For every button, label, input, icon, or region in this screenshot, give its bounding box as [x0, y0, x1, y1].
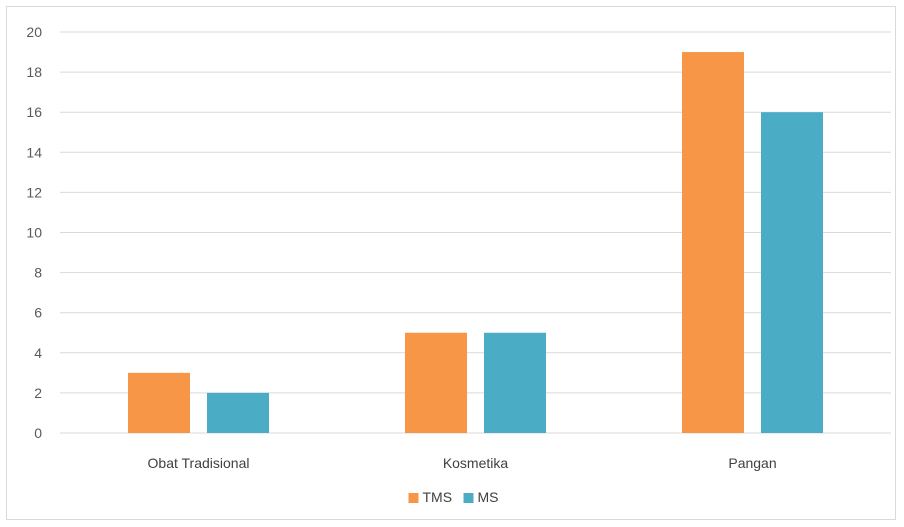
y-tick-label: 6	[34, 305, 42, 321]
bar-tms-pangan	[682, 52, 744, 434]
bar-ms-kosmetika	[484, 332, 546, 433]
bar-tms-kosmetika	[405, 332, 467, 433]
y-tick-label: 8	[34, 265, 42, 281]
y-tick-label: 0	[34, 425, 42, 441]
y-tick-label: 4	[34, 345, 42, 361]
legend-swatch-tms	[408, 493, 419, 503]
legend-label-tms: TMS	[423, 489, 453, 505]
x-tick-label: Obat Tradisional	[148, 455, 250, 471]
chart-frame	[6, 6, 896, 520]
bar-tms-obat-tradisional	[128, 372, 190, 433]
x-tick-label: Kosmetika	[443, 455, 509, 471]
legend-label-ms: MS	[478, 489, 499, 505]
y-tick-label: 12	[26, 184, 42, 200]
bar-ms-pangan	[761, 112, 823, 433]
y-tick-label: 10	[26, 225, 42, 241]
y-tick-label: 2	[34, 385, 42, 401]
x-tick-label: Pangan	[728, 455, 776, 471]
y-tick-label: 20	[26, 24, 42, 40]
y-tick-label: 16	[26, 104, 42, 120]
bar-ms-obat-tradisional	[207, 392, 269, 433]
y-tick-label: 18	[26, 64, 42, 80]
legend-swatch-ms	[463, 493, 474, 503]
y-tick-label: 14	[26, 144, 42, 160]
